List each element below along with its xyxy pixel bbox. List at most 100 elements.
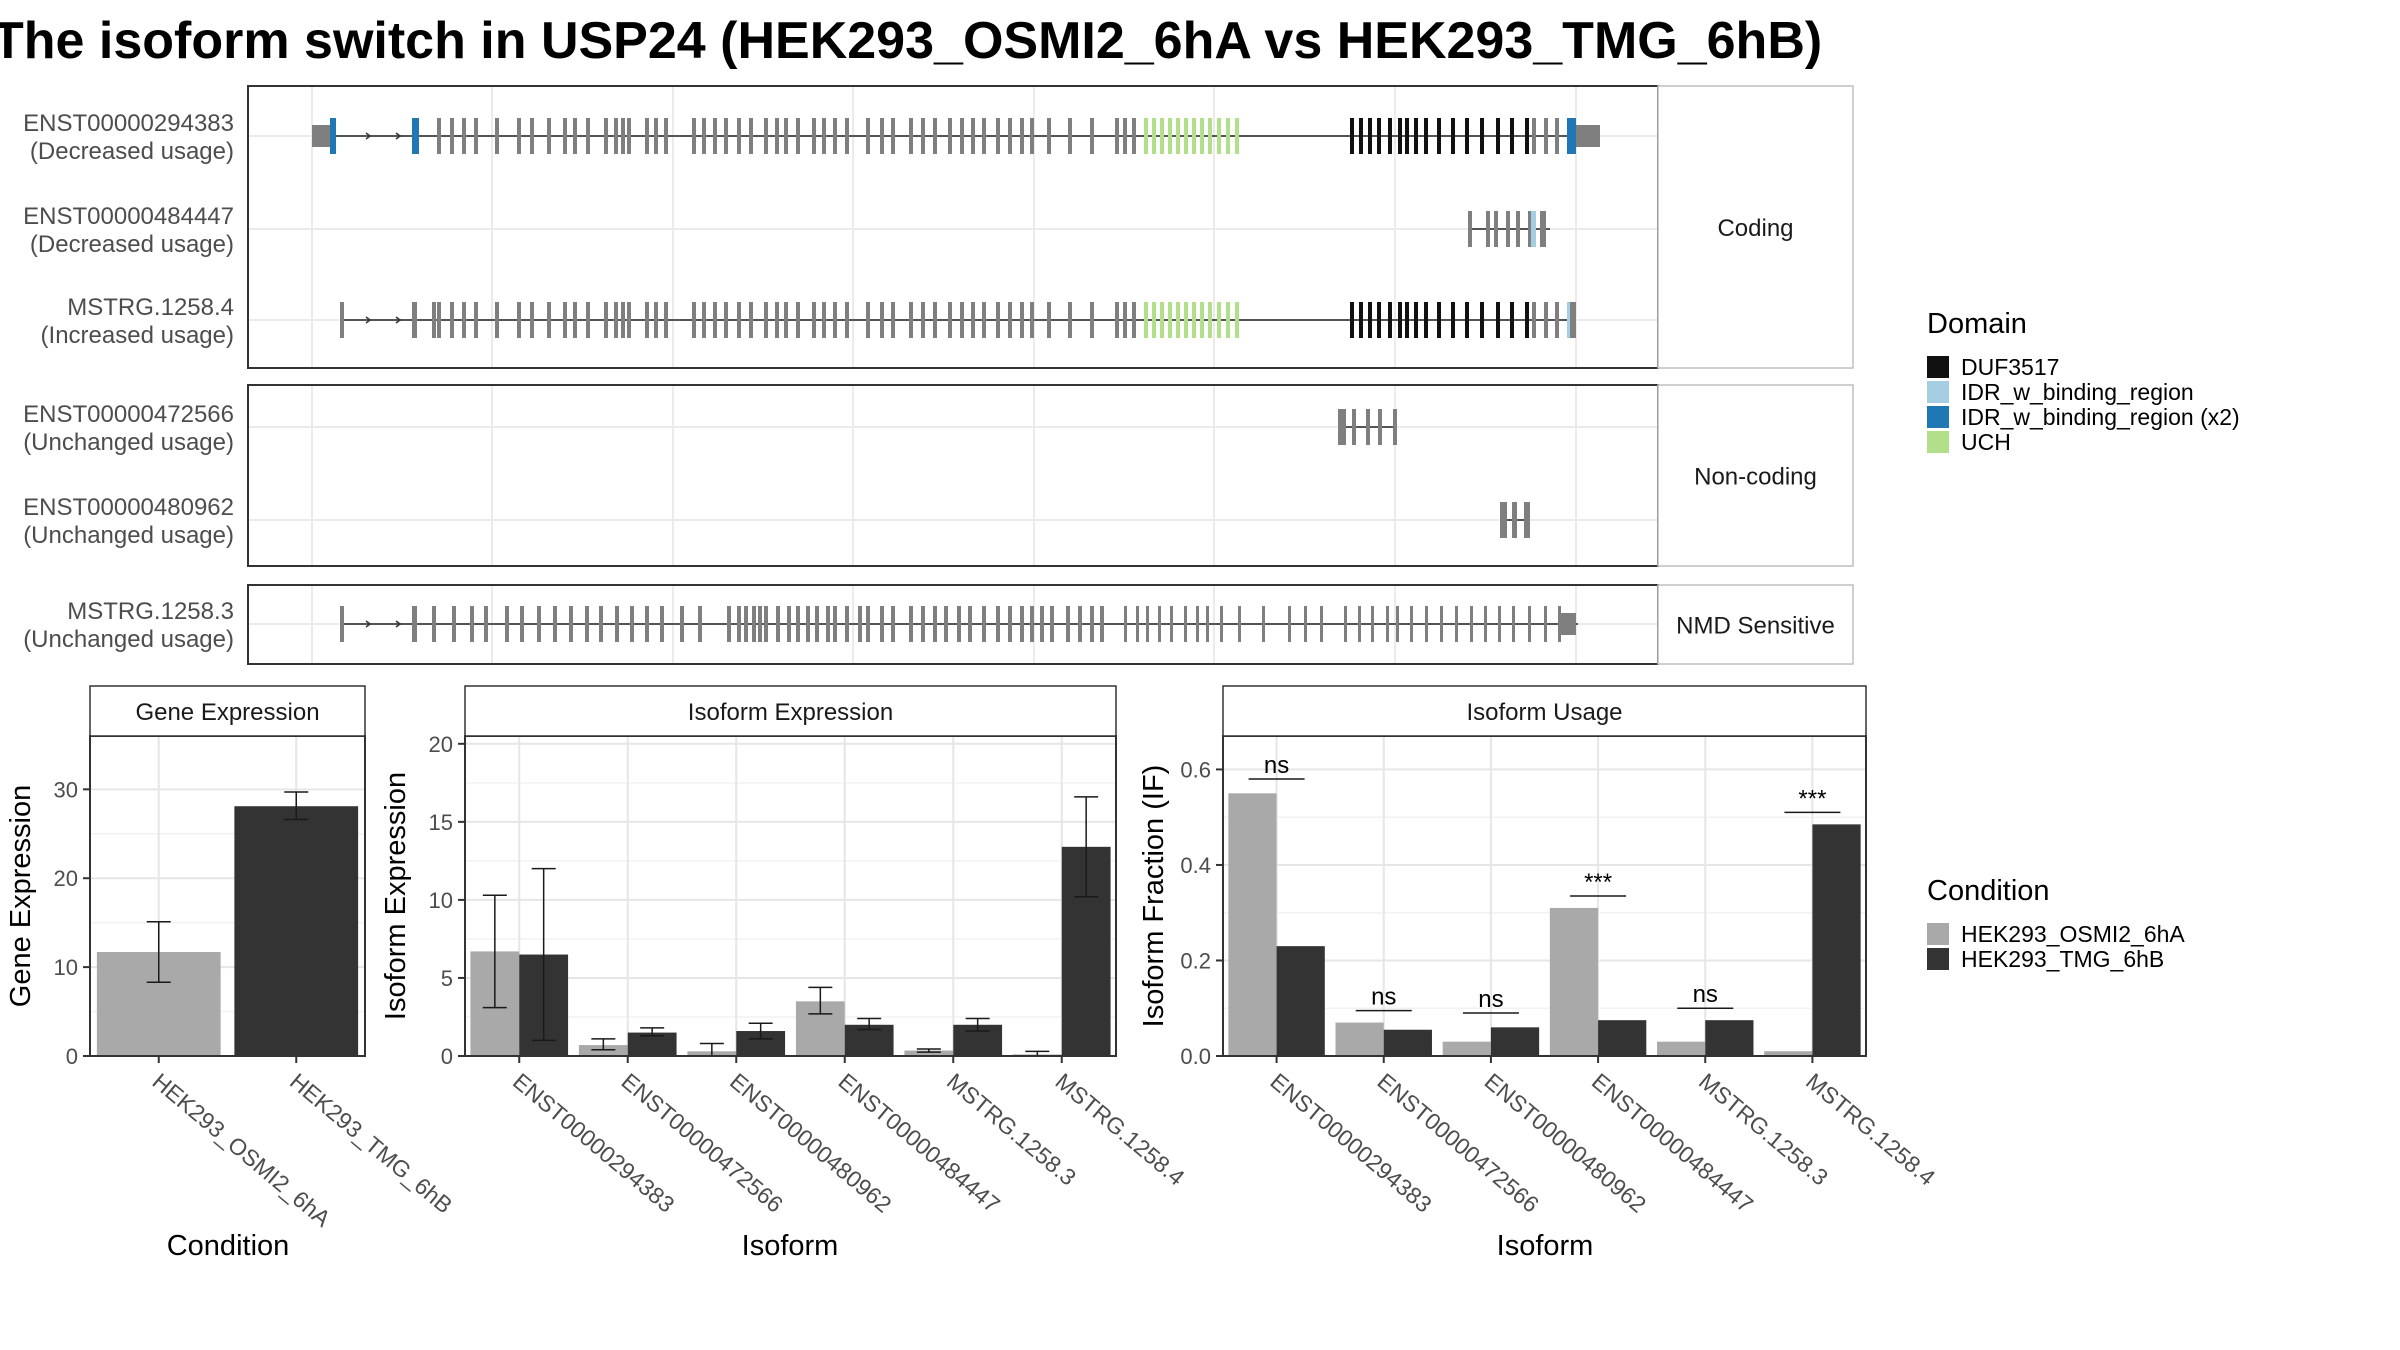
exon xyxy=(891,606,895,642)
exon xyxy=(1528,606,1531,642)
exon xyxy=(845,606,849,642)
domain-legend: Domain DUF3517IDR_w_binding_regionIDR_w_… xyxy=(1927,308,2240,455)
chart-strip xyxy=(89,685,366,737)
exon xyxy=(1398,118,1402,154)
y-tick-label: 30 xyxy=(54,777,78,802)
exon xyxy=(744,606,748,642)
exon xyxy=(437,118,441,154)
exon xyxy=(621,302,625,338)
exon xyxy=(1192,118,1196,154)
y-tick-label: 0.4 xyxy=(1180,853,1211,878)
exon xyxy=(474,118,478,154)
y-tick-label: 15 xyxy=(429,810,453,835)
chart-3: ns ns ns *** ns *** Isoform Usage 0.0 0.2 0.4 0.6 I… xyxy=(1138,685,1940,1262)
exon xyxy=(1528,211,1532,247)
isoform-usage-label: (Unchanged usage) xyxy=(23,429,234,456)
exon xyxy=(968,606,972,642)
bar xyxy=(1490,1027,1540,1056)
exon xyxy=(749,118,753,154)
exon xyxy=(702,118,706,154)
domain-legend-label: IDR_w_binding_region (x2) xyxy=(1961,404,2240,430)
exon xyxy=(948,118,952,154)
bar xyxy=(1276,946,1325,1056)
exon xyxy=(1378,409,1382,445)
chart-title: Isoform Expression xyxy=(688,699,893,726)
exon xyxy=(1288,606,1291,642)
exon xyxy=(784,302,788,338)
exon xyxy=(573,302,577,338)
exon xyxy=(787,606,791,642)
significance-label: ns xyxy=(1693,981,1718,1008)
exon xyxy=(1494,211,1498,247)
exon xyxy=(1358,606,1361,642)
exon xyxy=(833,302,837,338)
exon xyxy=(1066,606,1070,642)
exon xyxy=(1320,606,1323,642)
exon xyxy=(1570,302,1576,338)
exon xyxy=(1030,302,1034,338)
exon xyxy=(1196,606,1199,642)
exon xyxy=(1344,606,1347,642)
exon xyxy=(909,606,913,642)
panel-strip xyxy=(1657,584,1854,665)
exon xyxy=(1480,302,1484,338)
exon xyxy=(933,606,937,642)
exon xyxy=(412,118,419,154)
exon xyxy=(982,302,986,338)
condition-legend-label: HEK293_TMG_6hB xyxy=(1961,946,2164,972)
exon xyxy=(796,302,800,338)
exon xyxy=(1020,302,1024,338)
exon xyxy=(432,606,436,642)
panel-strip-label: NMD Sensitive xyxy=(1676,613,1835,640)
exon xyxy=(866,606,870,642)
exon xyxy=(1008,118,1012,154)
chart-title: Gene Expression xyxy=(135,699,319,726)
exon xyxy=(627,118,631,154)
exon xyxy=(340,606,344,642)
x-axis-label: Condition xyxy=(167,1230,290,1262)
exon xyxy=(1496,118,1500,154)
strand-arrow xyxy=(365,316,372,324)
exon xyxy=(1090,606,1094,642)
bar xyxy=(1764,1051,1813,1056)
exon xyxy=(845,118,849,154)
exon xyxy=(806,606,810,642)
exon xyxy=(1368,302,1372,338)
exon xyxy=(1359,118,1363,154)
y-tick-label: 20 xyxy=(429,732,453,757)
exon xyxy=(1368,118,1372,154)
figure-title: The isoform switch in USP24 (HEK293_OSMI… xyxy=(0,12,1822,70)
exon xyxy=(1388,302,1392,338)
exon xyxy=(1068,118,1072,154)
exon xyxy=(604,302,608,338)
bar xyxy=(1383,1029,1432,1056)
exon xyxy=(1226,302,1230,338)
exon xyxy=(1192,302,1196,338)
exon xyxy=(1030,118,1034,154)
exon xyxy=(1359,302,1363,338)
condition-legend-label: HEK293_OSMI2_6hA xyxy=(1961,921,2185,947)
exon xyxy=(604,118,608,154)
exon xyxy=(737,606,741,642)
y-axis-label: Isoform Expression xyxy=(380,772,412,1020)
exon xyxy=(1030,606,1034,642)
exon xyxy=(553,606,557,642)
panel-strip-label: Coding xyxy=(1717,215,1793,242)
exon xyxy=(996,606,1000,642)
exon xyxy=(569,606,573,642)
domain-legend-title: Domain xyxy=(1927,308,2027,340)
exon xyxy=(1226,118,1230,154)
y-tick-label: 0 xyxy=(66,1044,78,1069)
exon xyxy=(1567,302,1571,338)
isoform-usage-label: (Increased usage) xyxy=(41,322,234,349)
exon xyxy=(1208,118,1212,154)
isoform-id-label: MSTRG.1258.3 xyxy=(67,598,234,625)
exon xyxy=(474,302,478,338)
x-axis-label: Isoform xyxy=(742,1230,839,1262)
exon xyxy=(1020,118,1024,154)
exon xyxy=(1496,302,1500,338)
chart-plot-area xyxy=(1223,736,1866,1056)
exon xyxy=(826,606,830,642)
